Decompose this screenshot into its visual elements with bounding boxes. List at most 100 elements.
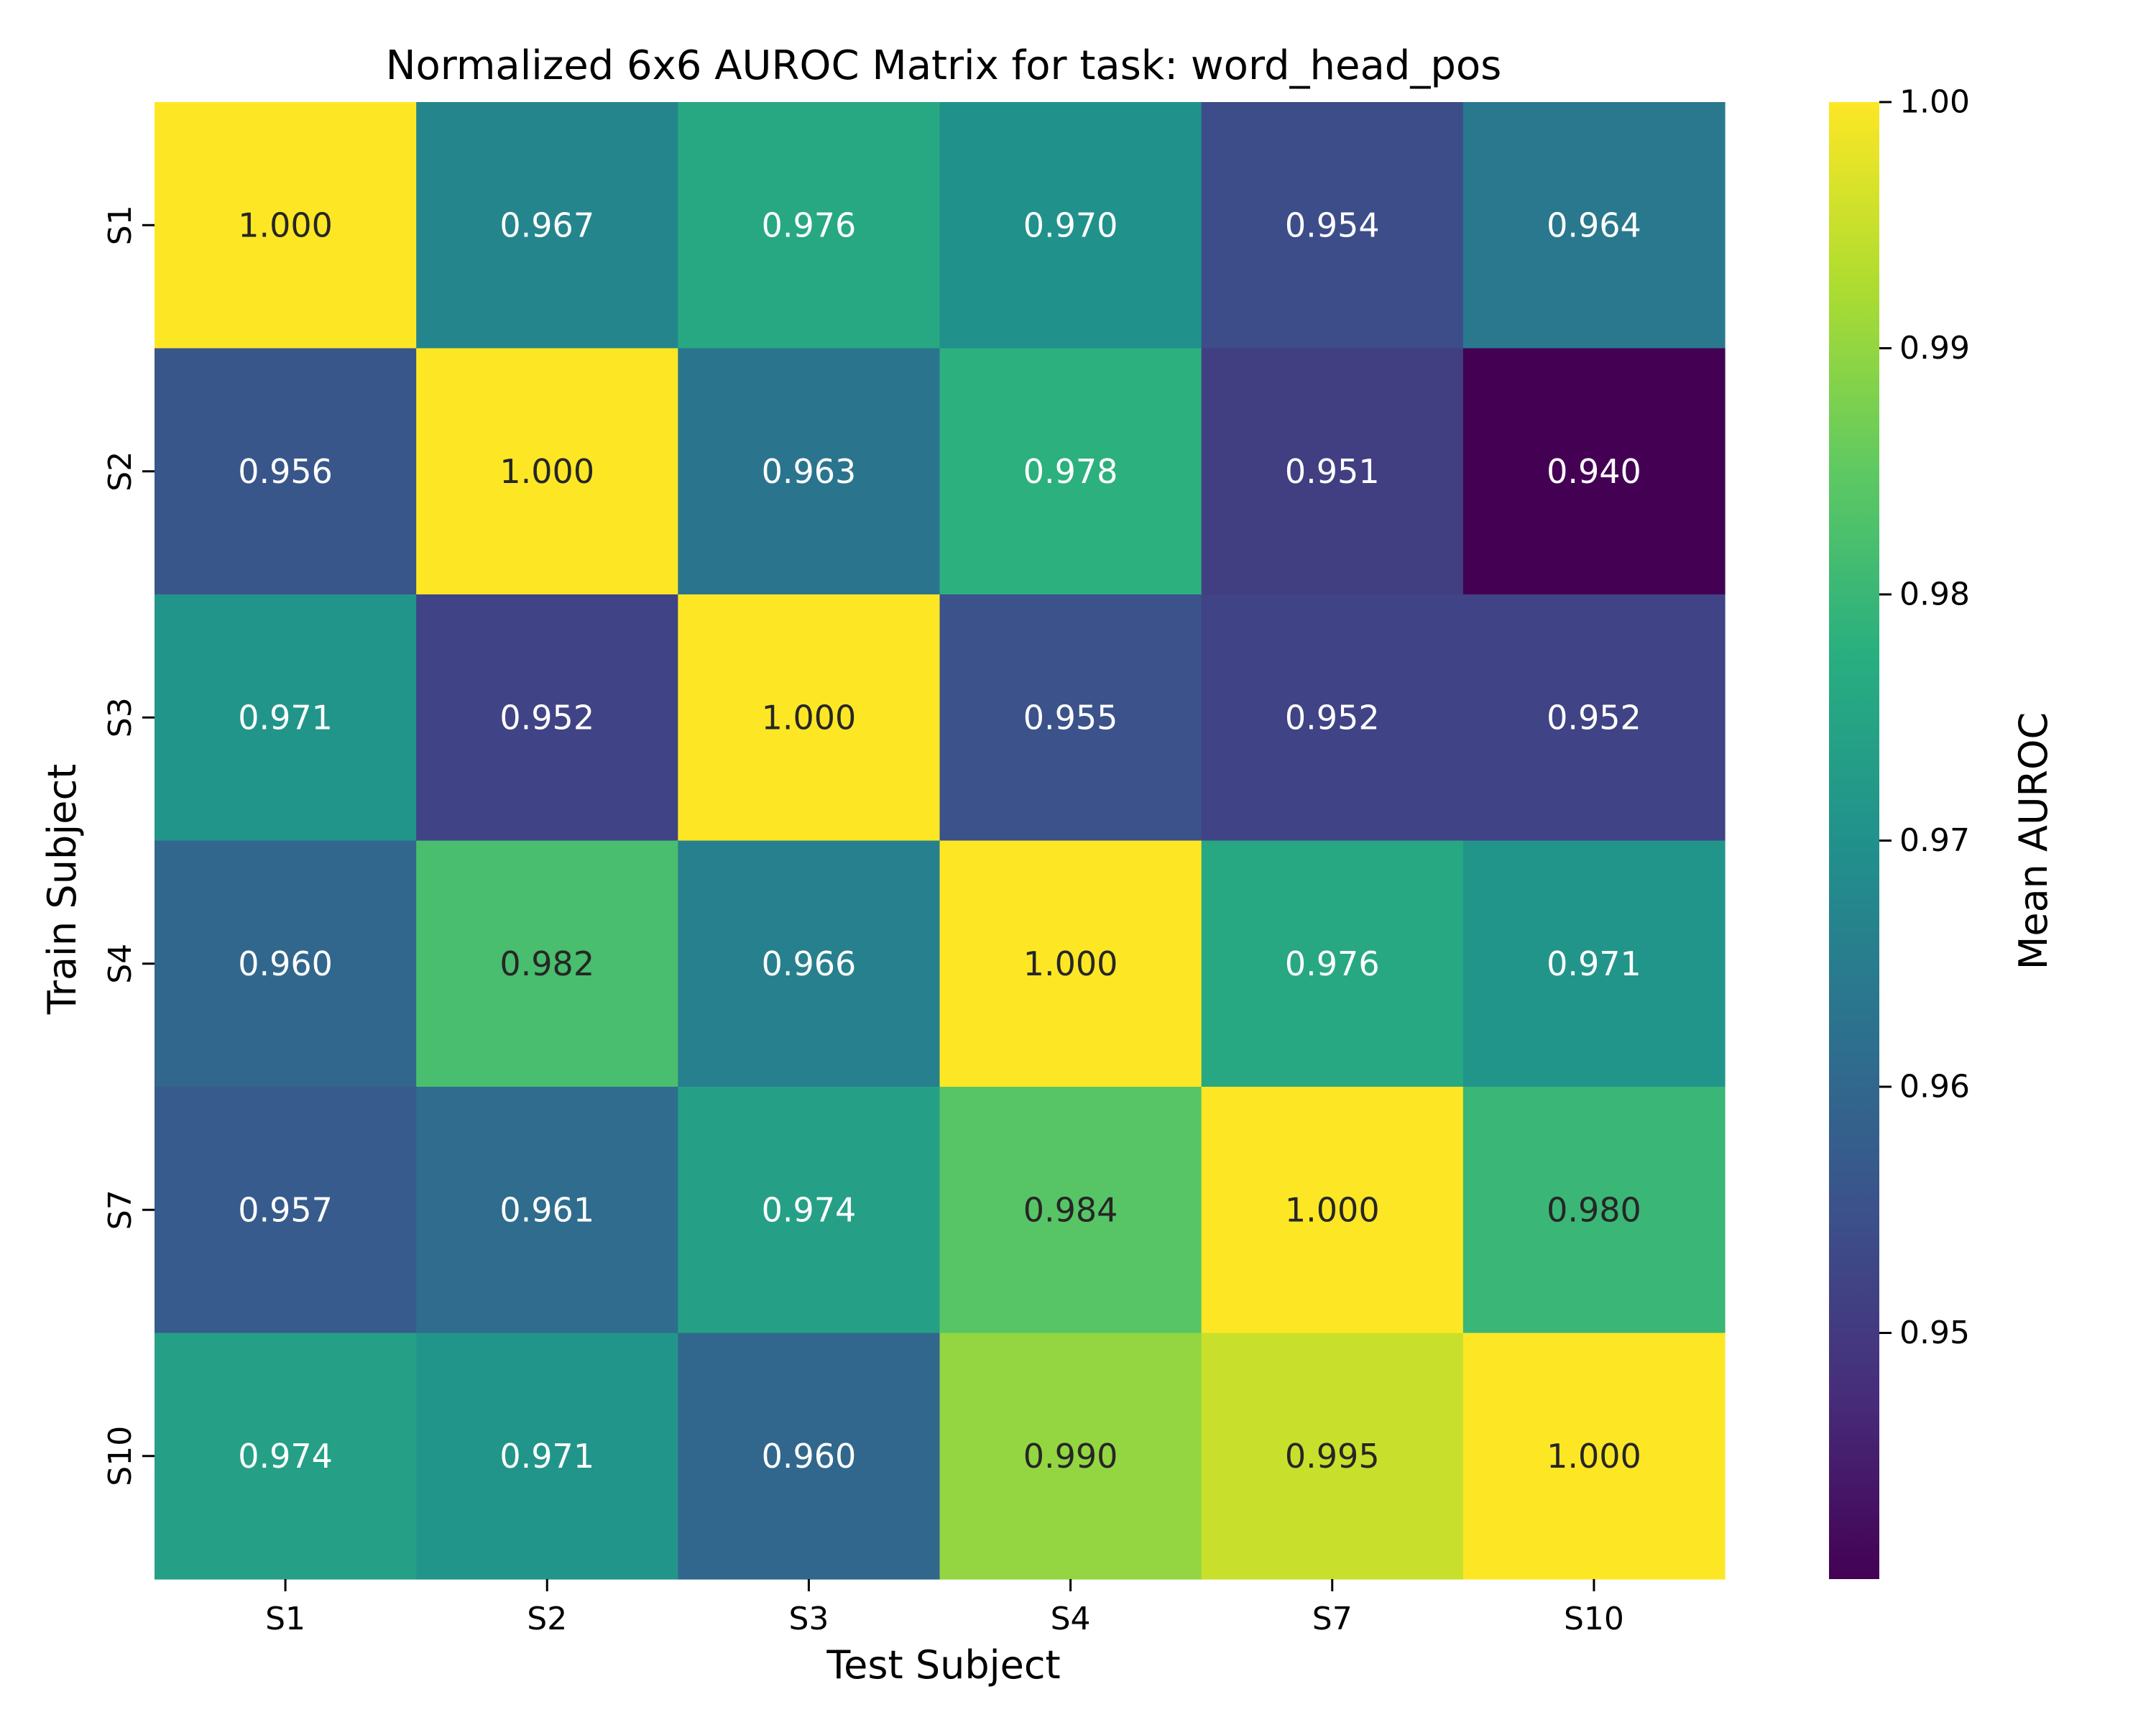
heatmap-cell <box>939 1087 1202 1334</box>
heatmap-cell <box>678 102 941 349</box>
heatmap-cell <box>678 1333 941 1580</box>
cell-value-label: 0.957 <box>238 1190 333 1229</box>
heatmap-cell <box>155 1087 417 1334</box>
x-axis: S1 S2 S3 S4 S7 S10 <box>265 1579 1624 1637</box>
heatmap-cell <box>416 1087 678 1334</box>
x-tick-label: S7 <box>1312 1601 1353 1637</box>
heatmap-cell <box>1462 840 1726 1087</box>
heatmap-cell <box>939 348 1202 595</box>
colorbar-tick-label: 1.00 <box>1899 84 1970 121</box>
chart-title: Normalized 6x6 AUROC Matrix for task: wo… <box>386 42 1502 89</box>
colorbar-label: Mean AUROC <box>2011 712 2056 970</box>
y-axis: S1 S2 S3 S4 S7 S10 <box>102 205 155 1486</box>
cell-value-label: 0.963 <box>762 452 857 491</box>
y-tick-label: S1 <box>102 205 139 245</box>
cell-value-label: 0.971 <box>238 698 333 737</box>
cell-value-label: 1.000 <box>499 452 594 491</box>
cell-value-label: 0.971 <box>499 1437 594 1476</box>
y-tick-label: S3 <box>102 697 139 737</box>
x-axis-label: Test Subject <box>826 1642 1060 1688</box>
cell-value-label: 0.951 <box>1285 452 1380 491</box>
cell-value-label: 0.990 <box>1023 1437 1118 1476</box>
cell-value-label: 0.961 <box>499 1190 594 1229</box>
heatmap-cell <box>1201 840 1464 1087</box>
heatmap-cell <box>416 1333 678 1580</box>
heatmap-cell <box>155 594 417 842</box>
colorbar-tick-label: 0.96 <box>1899 1069 1970 1105</box>
cell-value-label: 0.966 <box>762 944 857 983</box>
colorbar: 0.95 0.96 0.97 0.98 0.99 1.00 Mean AUROC <box>1829 84 2056 1579</box>
cell-value-label: 1.000 <box>238 206 333 244</box>
colorbar-ticks: 0.95 0.96 0.97 0.98 0.99 1.00 <box>1879 84 1970 1351</box>
colorbar-tick-label: 0.99 <box>1899 330 1970 367</box>
x-tick-label: S10 <box>1564 1601 1624 1637</box>
cell-value-label: 0.980 <box>1547 1190 1641 1229</box>
heatmap-cell-labels: 1.000 0.967 0.976 0.970 0.954 0.964 0.956 1.000… <box>238 206 1641 1476</box>
cell-value-label: 0.960 <box>238 944 333 983</box>
y-tick-label: S4 <box>102 944 139 984</box>
heatmap-cell <box>416 348 678 595</box>
heatmap-cell <box>939 594 1202 842</box>
heatmap-cell <box>678 594 941 842</box>
x-tick-label: S1 <box>265 1601 305 1637</box>
heatmap-cell <box>1201 348 1464 595</box>
cell-value-label: 1.000 <box>1285 1190 1380 1229</box>
x-tick-label: S4 <box>1051 1601 1091 1637</box>
cell-value-label: 0.976 <box>1285 944 1380 983</box>
y-tick-label: S10 <box>102 1426 139 1486</box>
cell-value-label: 0.982 <box>499 944 594 983</box>
heatmap-cell <box>678 1087 941 1334</box>
cell-value-label: 1.000 <box>762 698 857 737</box>
x-tick-label: S2 <box>527 1601 567 1637</box>
y-tick-label: S7 <box>102 1190 139 1230</box>
cell-value-label: 0.940 <box>1547 452 1641 491</box>
cell-value-label: 1.000 <box>1023 944 1118 983</box>
cell-value-label: 0.984 <box>1023 1190 1118 1229</box>
heatmap-cell <box>416 840 678 1087</box>
heatmap-cell <box>1462 594 1726 842</box>
heatmap-cell <box>1201 594 1464 842</box>
heatmap-cell <box>1201 102 1464 349</box>
heatmap-cell <box>939 102 1202 349</box>
colorbar-tick-label: 0.97 <box>1899 822 1970 859</box>
heatmap-cell <box>1462 348 1726 595</box>
colorbar-tick-label: 0.95 <box>1899 1315 1970 1351</box>
cell-value-label: 0.970 <box>1023 206 1118 244</box>
cell-value-label: 1.000 <box>1547 1437 1641 1476</box>
heatmap-cell <box>416 102 678 349</box>
heatmap-cell <box>939 1333 1202 1580</box>
heatmap-cell <box>678 840 941 1087</box>
cell-value-label: 0.955 <box>1023 698 1118 737</box>
heatmap-cell <box>155 348 417 595</box>
heatmap-cell <box>1462 1087 1726 1334</box>
cell-value-label: 0.954 <box>1285 206 1380 244</box>
cell-value-label: 0.974 <box>238 1437 333 1476</box>
heatmap-cell <box>1201 1087 1464 1334</box>
cell-value-label: 0.952 <box>1547 698 1641 737</box>
heatmap-cell <box>939 840 1202 1087</box>
heatmap-cell <box>1462 102 1726 349</box>
heatmap-cell <box>155 102 417 349</box>
cell-value-label: 0.967 <box>499 206 594 244</box>
cell-value-label: 0.995 <box>1285 1437 1380 1476</box>
cell-value-label: 0.976 <box>762 206 857 244</box>
heatmap-cell <box>155 840 417 1087</box>
cell-value-label: 0.956 <box>238 452 333 491</box>
cell-value-label: 0.952 <box>499 698 594 737</box>
heatmap-cell <box>416 594 678 842</box>
cell-value-label: 0.971 <box>1547 944 1641 983</box>
cell-value-label: 0.978 <box>1023 452 1118 491</box>
colorbar-tick-label: 0.98 <box>1899 576 1970 613</box>
heatmap-cell <box>1201 1333 1464 1580</box>
y-axis-label: Train Subject <box>40 764 85 1016</box>
y-tick-label: S2 <box>102 451 139 492</box>
heatmap-cell <box>155 1333 417 1580</box>
cell-value-label: 0.952 <box>1285 698 1380 737</box>
cell-value-label: 0.964 <box>1547 206 1641 244</box>
heatmap-cells <box>155 102 1726 1580</box>
heatmap-cell <box>1462 1333 1726 1580</box>
x-tick-label: S3 <box>788 1601 829 1637</box>
heatmap-cell <box>678 348 941 595</box>
colorbar-gradient <box>1829 102 1879 1579</box>
